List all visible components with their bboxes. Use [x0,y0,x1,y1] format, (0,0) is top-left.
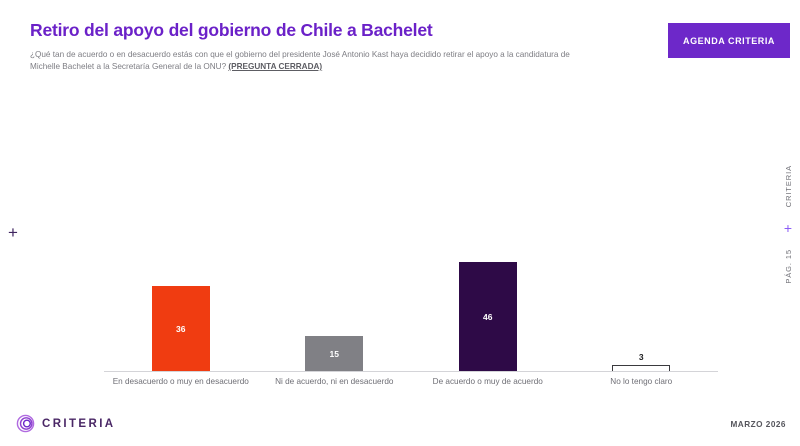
closed-question-tag: (PREGUNTA CERRADA) [228,62,323,72]
header: Retiro del apoyo del gobierno de Chile a… [30,20,615,73]
criteria-logo: CRITERIA [16,414,116,433]
bar-ni-de-acuerdo[interactable]: 15 [305,336,364,372]
x-axis-line [104,371,718,372]
bar-slot: 15 [258,150,412,372]
bar-slot: 3 [565,150,719,372]
bar-slot: 36 [104,150,258,372]
category-label: No lo tengo claro [610,377,673,386]
category-label: En desacuerdo o muy en desacuerdo [112,377,249,386]
bar-value-label: 46 [483,311,493,322]
agenda-criteria-button[interactable]: AGENDA CRITERIA [668,23,790,58]
page-title: Retiro del apoyo del gobierno de Chile a… [30,20,433,40]
bar-value-label: 3 [638,351,644,362]
bar-chart-plot-area: 36 15 46 3 [104,150,718,372]
bar-de-acuerdo[interactable]: 46 [458,261,517,372]
bar-chart: 36 15 46 3 [104,150,718,372]
bar-value-label: 36 [176,323,186,334]
bar-value-label: 15 [329,348,339,359]
question-subtitle: ¿Qué tan de acuerdo o en desacuerdo está… [30,49,595,73]
rail-brand-label: CRITERIA [783,165,793,208]
bar-slot: 46 [411,150,565,372]
x-axis-category-labels: En desacuerdo o muy en desacuerdo Ni de … [104,376,718,388]
category-label: Ni de acuerdo, ni en desacuerdo [275,377,394,386]
criteria-spiral-icon [16,414,35,433]
criteria-logo-text: CRITERIA [42,417,116,430]
side-rail: CRITERIA + PÁG. 15 [779,165,797,295]
footer-date: MARZO 2026 [730,420,786,429]
question-text: ¿Qué tan de acuerdo o en desacuerdo está… [30,50,570,72]
category-label: De acuerdo o muy de acuerdo [432,377,543,386]
plus-marker-left: + [8,223,18,242]
bar-en-desacuerdo[interactable]: 36 [151,285,210,372]
page-number-label: PÁG. 15 [783,249,793,284]
plus-marker-right: + [783,220,793,237]
